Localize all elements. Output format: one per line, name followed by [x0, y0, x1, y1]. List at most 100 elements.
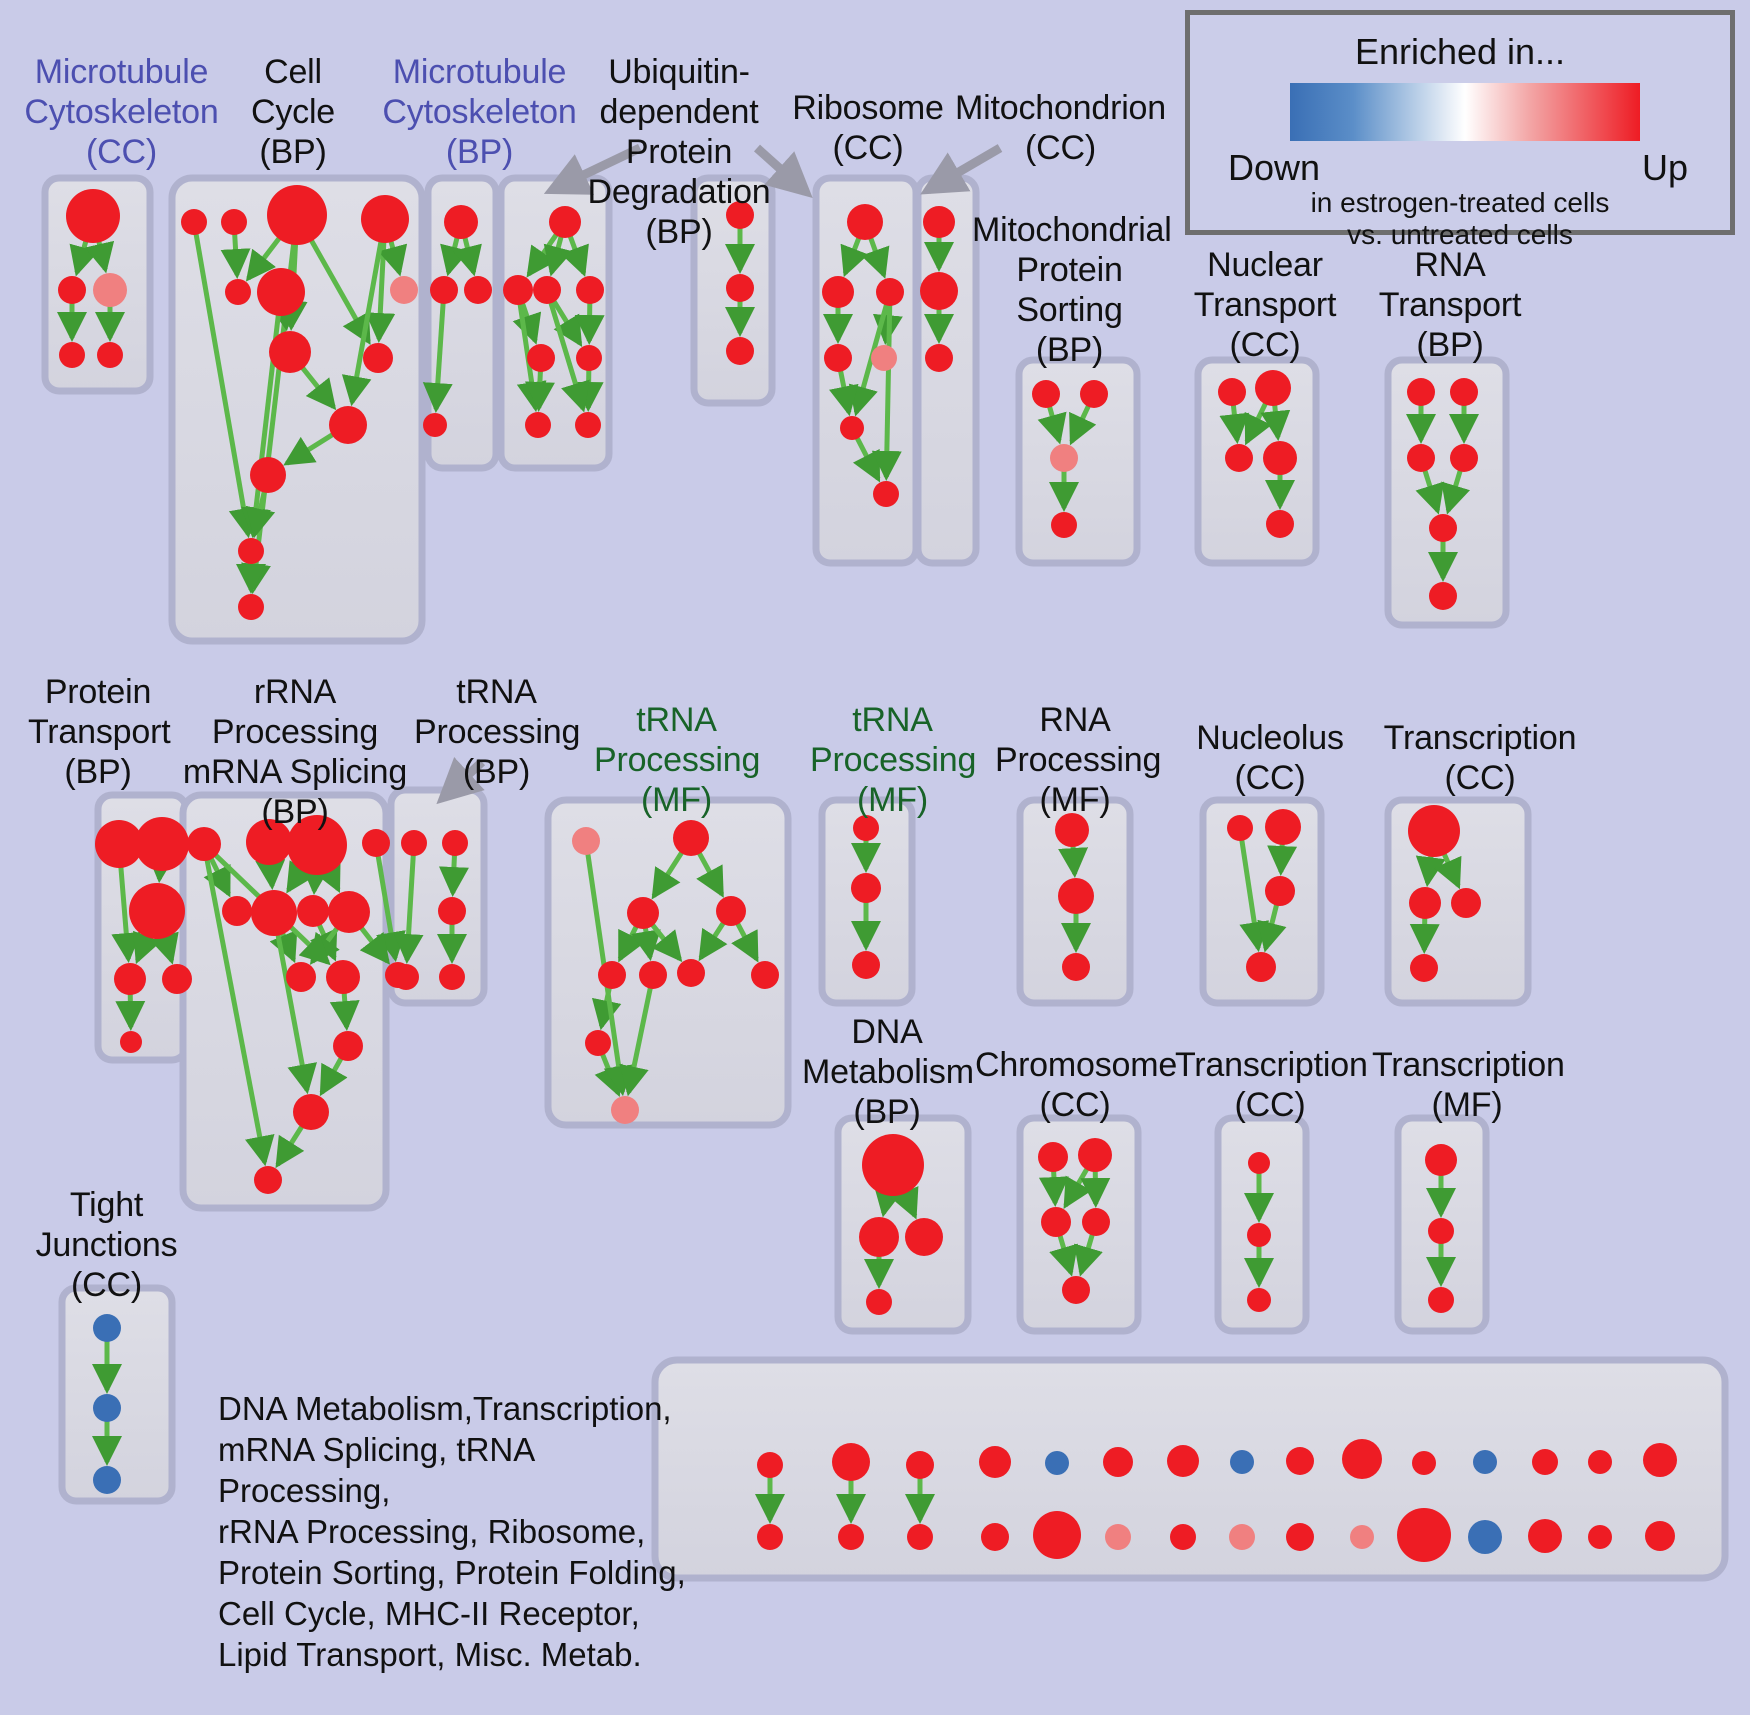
- cluster-rna-transport-node[interactable]: [1407, 378, 1435, 406]
- cluster-dna-metab-node[interactable]: [862, 1134, 924, 1196]
- cluster-rrna-mrna-node[interactable]: [326, 960, 360, 994]
- cluster-singletons-node[interactable]: [1230, 1450, 1254, 1474]
- cluster-singletons-node[interactable]: [906, 1451, 934, 1479]
- cluster-mito-sorting-node[interactable]: [1051, 512, 1077, 538]
- cluster-nucleolus-node[interactable]: [1265, 876, 1295, 906]
- cluster-mito-sorting-node[interactable]: [1032, 380, 1060, 408]
- cluster-trna-mf-1-node[interactable]: [627, 897, 659, 929]
- cluster-nucleolus-node[interactable]: [1227, 815, 1253, 841]
- cluster-singletons-node[interactable]: [1167, 1445, 1199, 1477]
- cluster-rna-transport-node[interactable]: [1450, 444, 1478, 472]
- cluster-trna-bp-node[interactable]: [401, 830, 427, 856]
- cluster-singletons-node[interactable]: [1397, 1508, 1451, 1562]
- cluster-microtubule-cc-node[interactable]: [97, 342, 123, 368]
- cluster-rrna-mrna-node[interactable]: [222, 896, 252, 926]
- cluster-ribosome-node[interactable]: [840, 416, 864, 440]
- cluster-protein-transport-node[interactable]: [162, 964, 192, 994]
- cluster-transcription-cc2-node[interactable]: [1248, 1152, 1270, 1174]
- cluster-rna-transport-node[interactable]: [1429, 514, 1457, 542]
- cluster-singletons-node[interactable]: [1588, 1450, 1612, 1474]
- cluster-transcription-mf-node[interactable]: [1428, 1218, 1454, 1244]
- cluster-ubiquitin-node[interactable]: [576, 345, 602, 371]
- cluster-ubiquitin-node[interactable]: [527, 344, 555, 372]
- cluster-transcription-cc1-node[interactable]: [1409, 887, 1441, 919]
- cluster-rrna-mrna-node[interactable]: [251, 890, 297, 936]
- cluster-ubq-right-node[interactable]: [726, 201, 754, 229]
- cluster-trna-mf-2-node[interactable]: [852, 951, 880, 979]
- cluster-rrna-mrna-node[interactable]: [246, 819, 292, 865]
- cluster-protein-transport-node[interactable]: [95, 820, 143, 868]
- cluster-nuclear-transport-node[interactable]: [1266, 510, 1294, 538]
- cluster-chromosome-node[interactable]: [1038, 1142, 1068, 1172]
- cluster-microtubule-bp-node[interactable]: [464, 276, 492, 304]
- cluster-cell-cycle-node[interactable]: [361, 195, 409, 243]
- cluster-mito-sorting-node[interactable]: [1050, 444, 1078, 472]
- cluster-rrna-mrna-node[interactable]: [293, 1094, 329, 1130]
- cluster-microtubule-bp-node[interactable]: [444, 205, 478, 239]
- cluster-cell-cycle-node[interactable]: [329, 406, 367, 444]
- cluster-transcription-cc2-node[interactable]: [1247, 1288, 1271, 1312]
- cluster-transcription-cc1-node[interactable]: [1410, 954, 1438, 982]
- cluster-trna-mf-1-node[interactable]: [751, 961, 779, 989]
- cluster-rrna-mrna-node[interactable]: [286, 962, 316, 992]
- cluster-singletons-node[interactable]: [1645, 1521, 1675, 1551]
- cluster-ribosome-node[interactable]: [847, 204, 883, 240]
- cluster-nucleolus-node[interactable]: [1265, 809, 1301, 845]
- cluster-ribosome-node[interactable]: [871, 345, 897, 371]
- cluster-mitochondrion-node[interactable]: [925, 344, 953, 372]
- cluster-tight-junctions-node[interactable]: [93, 1314, 121, 1342]
- cluster-rna-proc-mf-node[interactable]: [1062, 953, 1090, 981]
- cluster-ribosome-node[interactable]: [876, 278, 904, 306]
- cluster-rna-proc-mf-node[interactable]: [1055, 813, 1089, 847]
- cluster-nuclear-transport-node[interactable]: [1263, 441, 1297, 475]
- cluster-trna-bp-node[interactable]: [393, 964, 419, 990]
- cluster-singletons-node[interactable]: [1528, 1519, 1562, 1553]
- cluster-singletons-node[interactable]: [1033, 1511, 1081, 1559]
- cluster-ribosome-node[interactable]: [873, 481, 899, 507]
- cluster-singletons-node[interactable]: [1286, 1523, 1314, 1551]
- cluster-rna-transport-node[interactable]: [1450, 378, 1478, 406]
- cluster-nuclear-transport-node[interactable]: [1225, 444, 1253, 472]
- cluster-cell-cycle-node[interactable]: [221, 209, 247, 235]
- cluster-ribosome-node[interactable]: [822, 276, 854, 308]
- cluster-trna-mf-2-node[interactable]: [851, 873, 881, 903]
- cluster-chromosome-node[interactable]: [1078, 1138, 1112, 1172]
- cluster-singletons-node[interactable]: [1412, 1451, 1436, 1475]
- cluster-cell-cycle-node[interactable]: [267, 185, 327, 245]
- cluster-singletons-node[interactable]: [1045, 1451, 1069, 1475]
- cluster-dna-metab-node[interactable]: [866, 1289, 892, 1315]
- cluster-cell-cycle-node[interactable]: [238, 538, 264, 564]
- cluster-singletons-node[interactable]: [981, 1523, 1009, 1551]
- cluster-singletons-node[interactable]: [907, 1524, 933, 1550]
- cluster-ribosome-node[interactable]: [824, 344, 852, 372]
- cluster-singletons-node[interactable]: [1350, 1525, 1374, 1549]
- cluster-singletons-node[interactable]: [1105, 1524, 1131, 1550]
- cluster-ubq-right-node[interactable]: [726, 274, 754, 302]
- cluster-chromosome-node[interactable]: [1041, 1207, 1071, 1237]
- cluster-cell-cycle-node[interactable]: [181, 209, 207, 235]
- cluster-trna-mf-1-node[interactable]: [677, 959, 705, 987]
- cluster-cell-cycle-node[interactable]: [269, 331, 311, 373]
- cluster-cell-cycle-node[interactable]: [257, 268, 305, 316]
- cluster-transcription-cc2-node[interactable]: [1247, 1223, 1271, 1247]
- cluster-trna-mf-1-node[interactable]: [611, 1096, 639, 1124]
- cluster-nuclear-transport-node[interactable]: [1218, 378, 1246, 406]
- cluster-cell-cycle-node[interactable]: [225, 279, 251, 305]
- cluster-transcription-mf-node[interactable]: [1425, 1144, 1457, 1176]
- cluster-tight-junctions-node[interactable]: [93, 1394, 121, 1422]
- cluster-rrna-mrna-node[interactable]: [333, 1031, 363, 1061]
- cluster-trna-mf-1-node[interactable]: [598, 961, 626, 989]
- cluster-ubiquitin-node[interactable]: [533, 276, 561, 304]
- cluster-nuclear-transport-node[interactable]: [1255, 370, 1291, 406]
- cluster-trna-mf-1-node[interactable]: [673, 820, 709, 856]
- cluster-singletons-node[interactable]: [838, 1524, 864, 1550]
- cluster-cell-cycle-node[interactable]: [238, 594, 264, 620]
- cluster-transcription-mf-node[interactable]: [1428, 1287, 1454, 1313]
- cluster-rrna-mrna-node[interactable]: [287, 815, 347, 875]
- cluster-rrna-mrna-node[interactable]: [297, 895, 329, 927]
- cluster-singletons-node[interactable]: [1342, 1439, 1382, 1479]
- cluster-ubiquitin-node[interactable]: [575, 412, 601, 438]
- cluster-microtubule-bp-node[interactable]: [430, 276, 458, 304]
- cluster-rna-transport-node[interactable]: [1407, 444, 1435, 472]
- cluster-transcription-cc1-node[interactable]: [1408, 805, 1460, 857]
